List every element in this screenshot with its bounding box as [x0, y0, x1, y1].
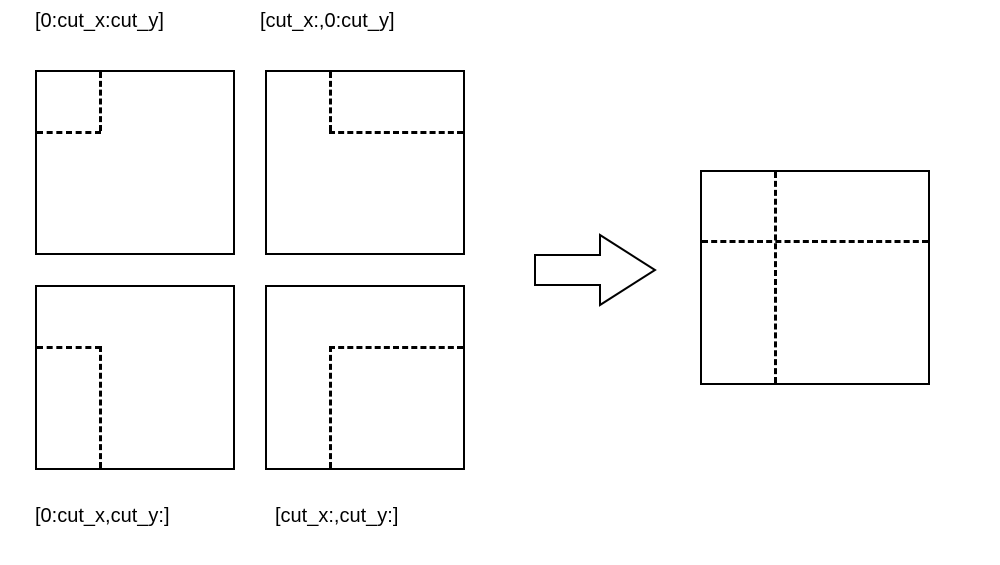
dash-v-result	[774, 172, 777, 383]
label-bottom-right: [cut_x:,cut_y:]	[275, 505, 398, 528]
dash-h-bl	[37, 346, 101, 349]
arrow-icon	[530, 225, 660, 315]
dash-v-br	[329, 346, 332, 468]
box-result	[700, 170, 930, 385]
label-bottom-left: [0:cut_x,cut_y:]	[35, 505, 170, 528]
dash-v-tr	[329, 72, 332, 131]
dash-v-tl	[99, 72, 102, 131]
label-top-right: [cut_x:,0:cut_y]	[260, 10, 395, 33]
diagram-canvas: [0:cut_x:cut_y] [cut_x:,0:cut_y] [0:cut_…	[0, 0, 1000, 565]
dash-v-bl	[99, 346, 102, 468]
box-top-right	[265, 70, 465, 255]
dash-h-tl	[37, 131, 101, 134]
box-bottom-right	[265, 285, 465, 470]
dash-h-tr	[329, 131, 463, 134]
dash-h-result	[702, 240, 928, 243]
box-bottom-left	[35, 285, 235, 470]
box-top-left	[35, 70, 235, 255]
dash-h-br	[329, 346, 463, 349]
label-top-left: [0:cut_x:cut_y]	[35, 10, 164, 33]
